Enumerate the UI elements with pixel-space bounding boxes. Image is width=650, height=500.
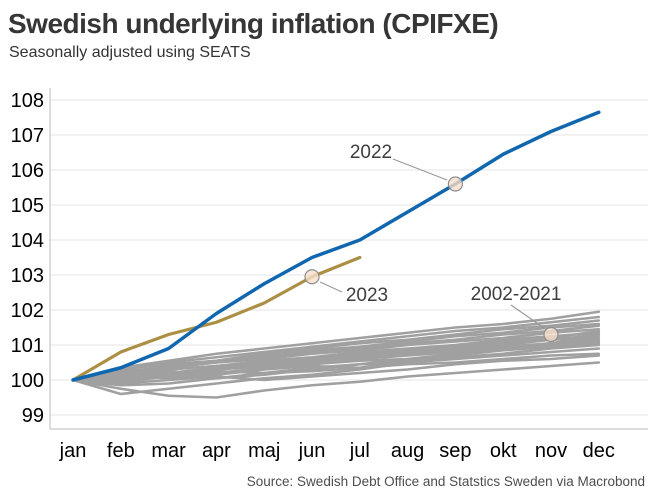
marker-2002-2021 [543, 326, 559, 343]
x-tick-label-feb: feb [107, 440, 135, 462]
y-tick-label-108: 108 [11, 90, 44, 112]
series-line-2004 [71, 354, 601, 385]
annotation-label-2023: 2023 [346, 285, 388, 306]
annotation-label-2022: 2022 [350, 142, 392, 163]
y-tick-label-102: 102 [11, 300, 44, 322]
x-tick-label-jul: jul [349, 440, 370, 462]
series-line-2022 [71, 110, 601, 382]
callout-line-2023 [319, 281, 343, 293]
x-tick-label-nov: nov [535, 440, 567, 462]
y-tick-label-99: 99 [22, 405, 44, 427]
x-tick-label-aug: aug [391, 440, 424, 462]
y-tick-label-103: 103 [11, 265, 44, 287]
x-tick-label-sep: sep [439, 440, 471, 462]
y-tick-label-101: 101 [11, 335, 44, 357]
series-line-2018 [71, 315, 601, 382]
x-tick-label-mar: mar [151, 440, 186, 462]
series-line-2016 [71, 322, 601, 382]
series-line-2006 [71, 347, 601, 382]
callout-line-2002-2021 [510, 304, 545, 329]
x-tick-label-dec: dec [583, 440, 615, 462]
series-line-2014 [71, 327, 601, 382]
y-tick-label-105: 105 [11, 195, 44, 217]
marker-2023 [304, 269, 320, 285]
series-line-2005 [71, 352, 601, 382]
y-tick-label-100: 100 [11, 370, 44, 392]
x-tick-label-jan: jan [59, 440, 87, 462]
series-line-2019 [71, 310, 601, 382]
y-tick-label-104: 104 [11, 230, 44, 252]
x-tick-label-okt: okt [490, 440, 517, 462]
annotation-label-2002-2021: 2002-2021 [471, 284, 562, 305]
source-attribution: Source: Swedish Debt Office and Statstic… [246, 474, 645, 489]
x-tick-label-jun: jun [298, 440, 326, 462]
y-tick-label-107: 107 [11, 125, 44, 147]
x-tick-label-maj: maj [248, 440, 280, 462]
chart-subtitle: Seasonally adjusted using SEATS [9, 44, 251, 61]
series-line-2002 [71, 361, 601, 399]
callout-line-2022 [392, 158, 448, 181]
x-tick-label-apr: apr [202, 440, 231, 462]
y-tick-label-106: 106 [11, 160, 44, 182]
chart-title: Swedish underlying inflation (CPIFXE) [8, 8, 499, 39]
series-line-2003 [71, 334, 601, 396]
marker-2022 [447, 176, 463, 192]
